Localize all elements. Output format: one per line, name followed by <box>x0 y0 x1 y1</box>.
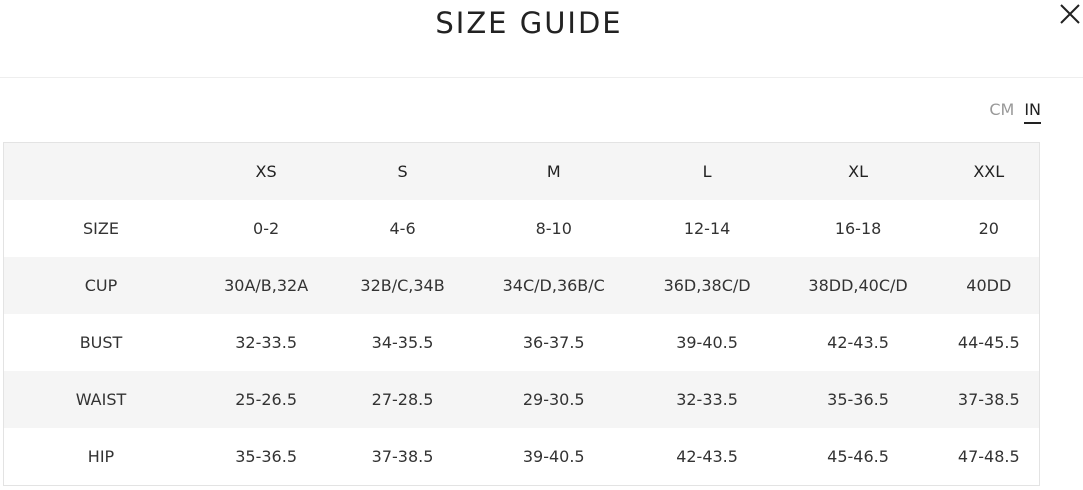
table-cell: 35-36.5 <box>235 447 297 466</box>
column-header: M <box>546 162 561 181</box>
table-cell: 12-14 <box>683 219 731 238</box>
table-row: SIZE 0-2 4-6 8-10 12-14 16-18 20 <box>4 200 1040 257</box>
table-cell: 34-35.5 <box>371 333 434 352</box>
table-cell: 0-2 <box>253 219 280 238</box>
table-cell: 29-30.5 <box>522 390 585 409</box>
column-header <box>4 143 199 201</box>
table-cell: 4-6 <box>389 219 416 238</box>
row-label: SIZE <box>83 219 119 238</box>
column-header: L <box>702 162 712 181</box>
unit-in[interactable]: IN <box>1024 100 1041 124</box>
row-label: BUST <box>79 333 123 352</box>
table-cell: 34C/D,36B/C <box>502 276 605 295</box>
unit-cm[interactable]: CM <box>989 100 1015 119</box>
table-row: BUST 32-33.5 34-35.5 36-37.5 39-40.5 42-43.5 4… <box>4 314 1040 371</box>
row-label: HIP <box>87 447 115 466</box>
table-cell: 37-38.5 <box>957 390 1020 409</box>
page-title: SIZE GUIDE <box>435 6 623 40</box>
table-cell: 32-33.5 <box>235 333 297 352</box>
size-table: XS S M L XL XXL SIZE 0-2 4-6 8-10 12-14 16-18 20 CUP… <box>3 142 1040 486</box>
table-cell: 36D,38C/D <box>663 276 751 295</box>
close-button[interactable] <box>1058 2 1082 26</box>
table-cell: 39-40.5 <box>522 447 585 466</box>
close-icon <box>1060 4 1080 24</box>
row-label: WAIST <box>75 390 127 409</box>
table-cell: 40DD <box>966 276 1012 295</box>
table-row: CUP 30A/B,32A 32B/C,34B 34C/D,36B/C 36D,38C/… <box>3 257 1040 314</box>
unit-toggle: CM IN <box>989 100 1041 124</box>
row-label: CUP <box>84 276 118 295</box>
table-cell: 38DD,40C/D <box>808 276 908 295</box>
table-cell: 20 <box>978 219 999 238</box>
table-header-row: XS S M L XL XXL <box>3 142 1040 201</box>
table-cell: 44-45.5 <box>957 333 1020 352</box>
table-cell: 32B/C,34B <box>360 276 445 295</box>
table-row: HIP 35-36.5 37-38.5 39-40.5 42-43.5 45-46.5 47… <box>4 428 1040 486</box>
divider <box>0 77 1083 78</box>
table-cell: 47-48.5 <box>957 447 1020 466</box>
column-header: XS <box>255 162 277 181</box>
table-cell: 8-10 <box>535 219 572 238</box>
column-header: S <box>397 162 408 181</box>
table-cell: 30A/B,32A <box>224 276 309 295</box>
column-header: XL <box>848 162 868 181</box>
table-cell: 37-38.5 <box>371 447 434 466</box>
table-cell: 36-37.5 <box>522 333 585 352</box>
column-header: XXL <box>973 162 1005 181</box>
table-row: WAIST 25-26.5 27-28.5 29-30.5 32-33.5 35-36.5… <box>3 371 1040 428</box>
table-cell: 25-26.5 <box>235 390 297 409</box>
table-cell: 45-46.5 <box>827 447 889 466</box>
table-cell: 32-33.5 <box>676 390 738 409</box>
table-cell: 39-40.5 <box>676 333 738 352</box>
table-cell: 42-43.5 <box>676 447 738 466</box>
table-cell: 16-18 <box>834 219 882 238</box>
table-cell: 27-28.5 <box>371 390 434 409</box>
table-cell: 42-43.5 <box>827 333 889 352</box>
table-cell: 35-36.5 <box>827 390 889 409</box>
